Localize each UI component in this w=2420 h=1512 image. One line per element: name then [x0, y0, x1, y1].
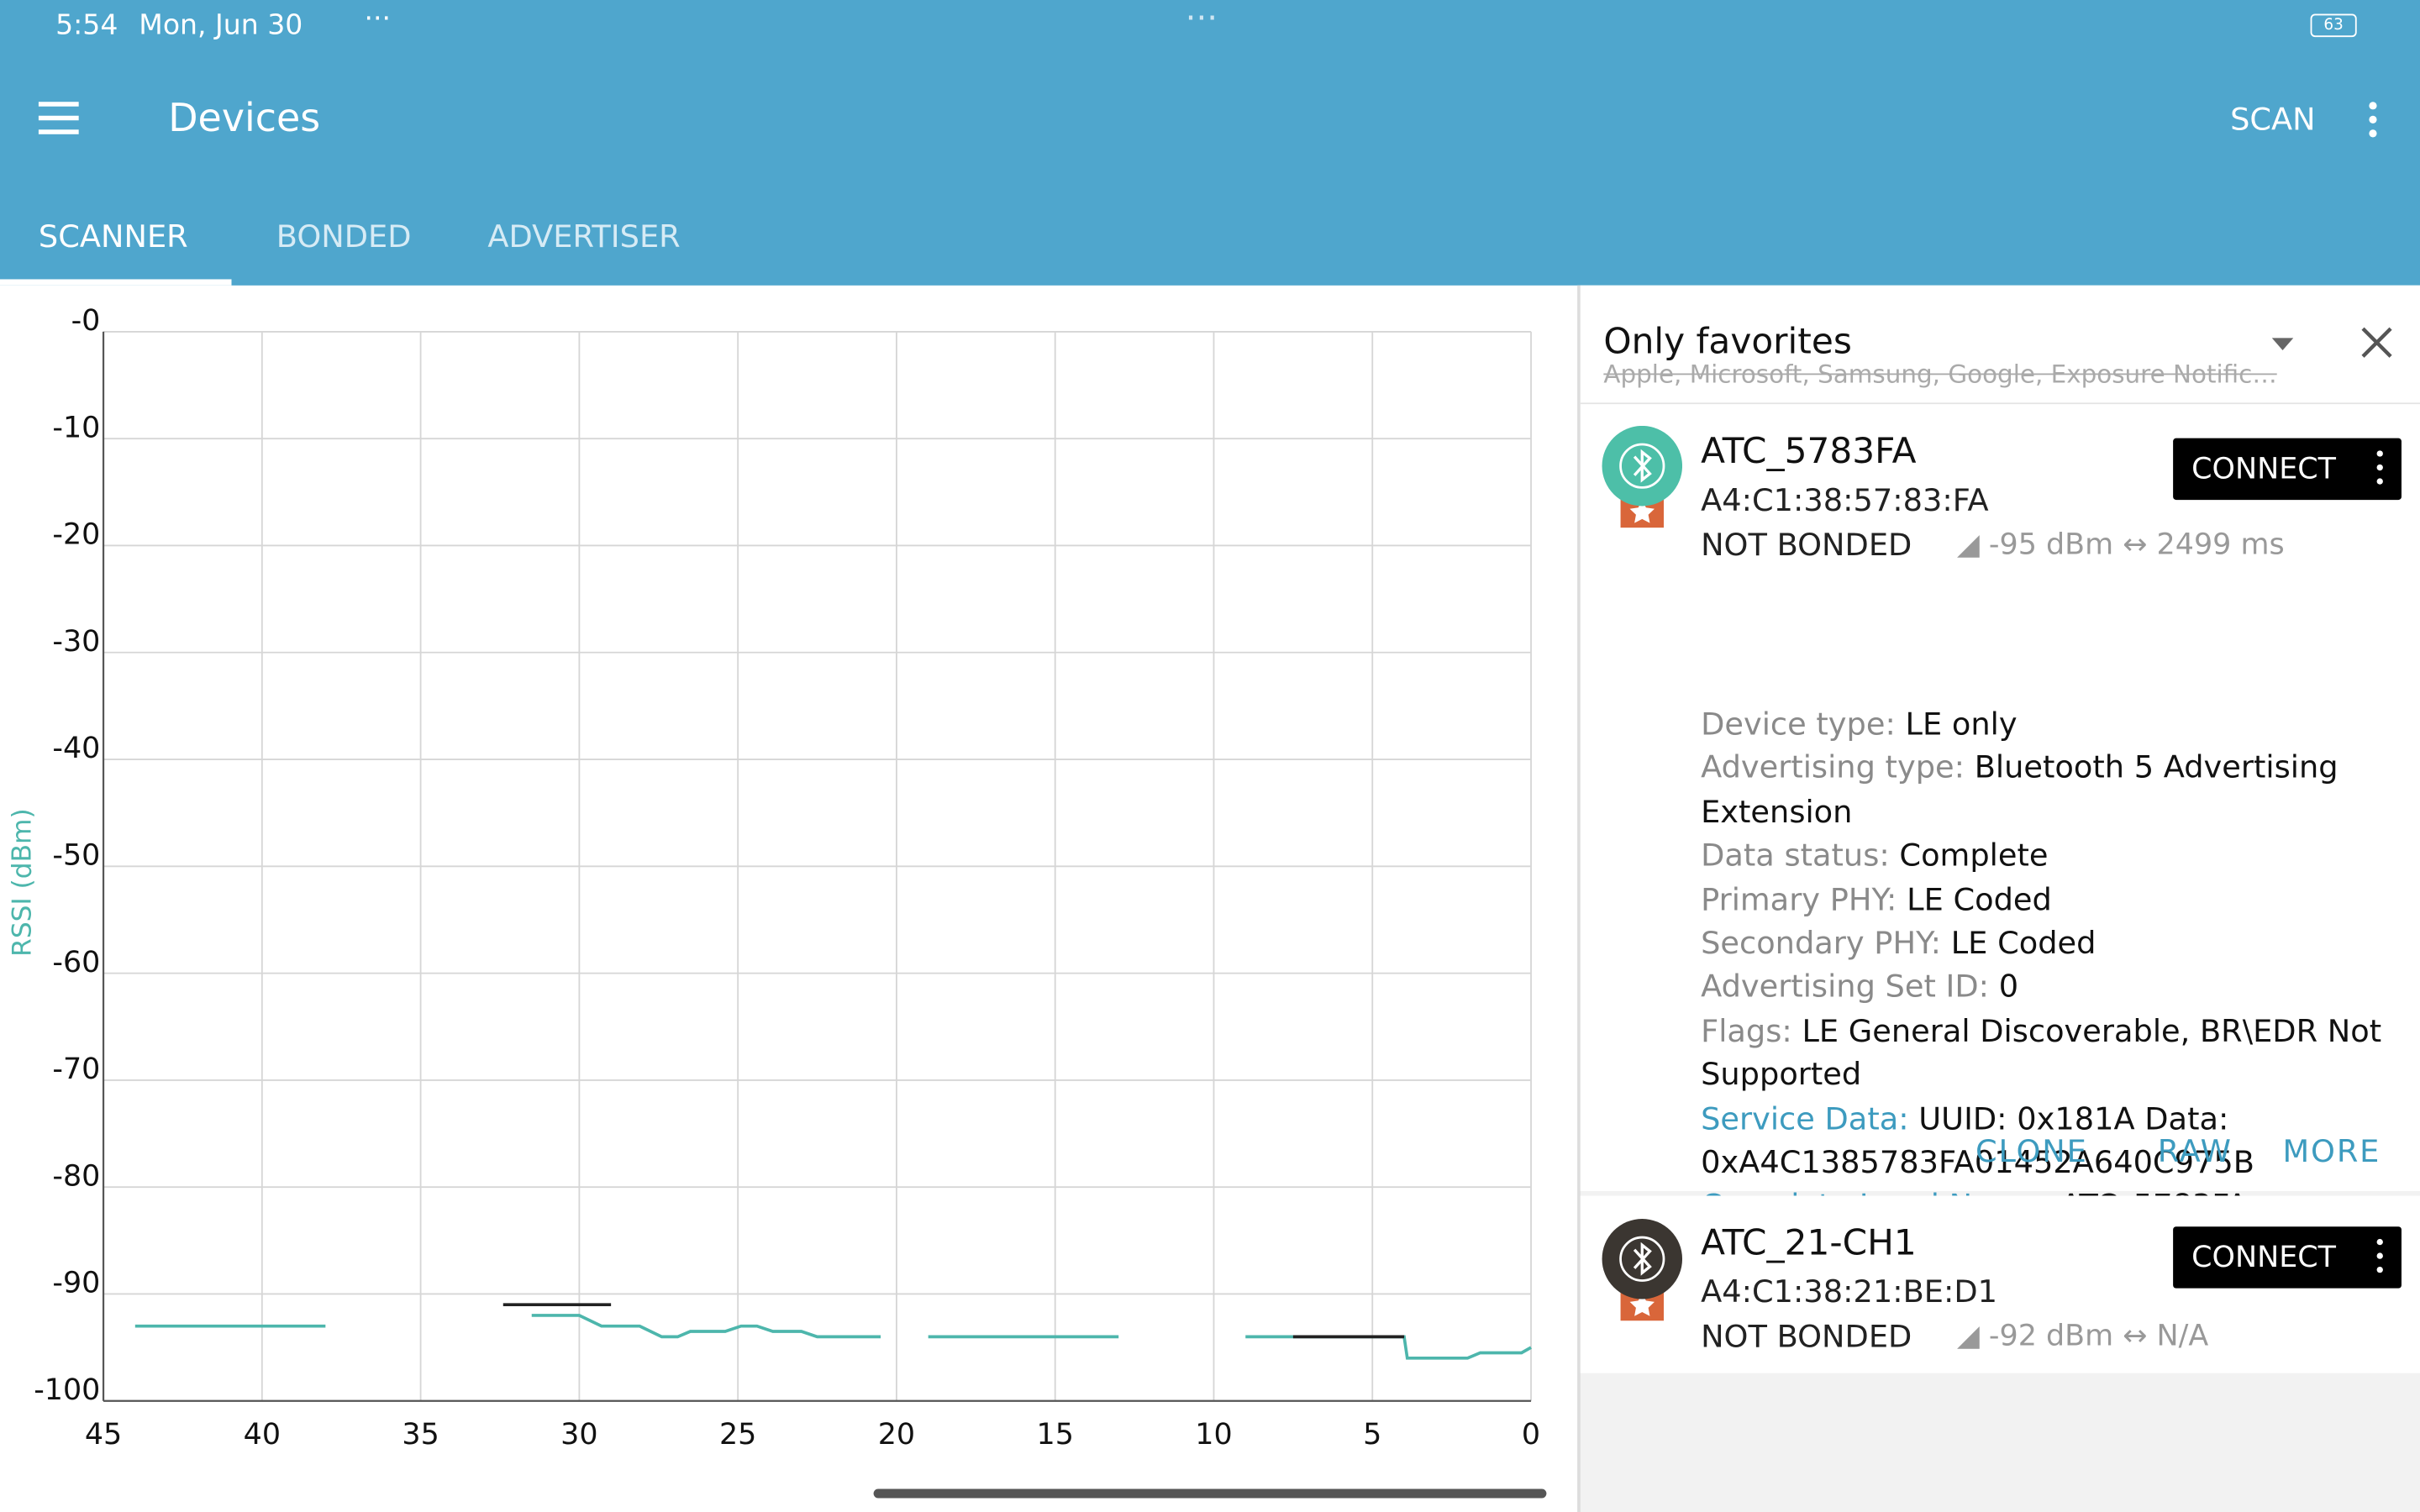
detail-row: Advertising Set ID: 0	[1701, 965, 2387, 1009]
x-tick-label: 40	[244, 1418, 281, 1452]
detail-row: Secondary PHY: LE Coded	[1701, 921, 2387, 965]
close-button[interactable]	[2361, 327, 2392, 358]
status-more: ···	[364, 3, 392, 36]
x-tick-label: 5	[1363, 1418, 1381, 1452]
connect-button[interactable]: CONNECT	[2173, 1226, 2402, 1289]
status-time: 5:54	[55, 9, 118, 42]
y-tick-label: -20	[52, 518, 100, 552]
rssi: -92 dBm	[1988, 1319, 2114, 1353]
detail-row: Data status: Complete	[1701, 833, 2387, 877]
x-tick-label: 10	[1195, 1418, 1232, 1452]
connect-button[interactable]: CONNECT	[2173, 438, 2402, 501]
detail-row: Primary PHY: LE Coded	[1701, 877, 2387, 921]
status-date: Mon, Jun 30	[139, 9, 303, 42]
detail-label: Primary PHY:	[1701, 880, 1897, 918]
signal: ◢ -95 dBm ↔ 2499 ms	[1956, 528, 2285, 562]
device-name: ATC_21-CH1	[1701, 1223, 1917, 1264]
x-tick-label: 25	[719, 1418, 756, 1452]
action-button[interactable]: MORE	[2282, 1132, 2381, 1170]
detail-row: Advertising type: Bluetooth 5 Advertisin…	[1701, 746, 2387, 833]
detail-value: Complete	[1899, 836, 2049, 874]
y-tick-label: -0	[71, 304, 101, 338]
device-icon	[1602, 1219, 1683, 1321]
y-axis-label: RSSI (dBm)	[8, 808, 38, 956]
y-tick-label: -60	[52, 946, 100, 979]
filter-bar[interactable]: Only favorites Apple, Microsoft, Samsung…	[1580, 285, 2420, 405]
y-tick-label: -100	[34, 1373, 100, 1407]
x-tick-label: 20	[878, 1418, 915, 1452]
device-name: ATC_5783FA	[1701, 432, 1917, 473]
x-tick-label: 30	[560, 1418, 597, 1452]
scan-button[interactable]: SCAN	[2230, 100, 2316, 138]
y-tick-label: -40	[52, 732, 100, 765]
interval: 2499 ms	[2156, 528, 2285, 562]
battery: 63	[2310, 13, 2357, 38]
x-tick-label: 15	[1037, 1418, 1074, 1452]
overflow-menu[interactable]	[2369, 102, 2377, 138]
y-tick-label: -10	[52, 411, 100, 444]
x-tick-label: 0	[1522, 1418, 1540, 1452]
filter-title: Only favorites	[1603, 322, 1852, 363]
detail-label: Data status:	[1701, 836, 1890, 874]
rssi-line	[134, 1314, 1532, 1360]
y-tick-label: -80	[52, 1159, 100, 1193]
device-icon	[1602, 425, 1683, 528]
detail-label: Flags:	[1701, 1011, 1792, 1049]
bond-state: NOT BONDED	[1701, 526, 1912, 564]
y-tick-label: -30	[52, 625, 100, 659]
device-card[interactable]: ATC_21-CH1 A4:C1:38:21:BE:D1 NOT BONDED …	[1580, 1195, 2420, 1373]
detail-value: LE only	[1905, 705, 2018, 743]
device-card[interactable]: ATC_5783FA A4:C1:38:57:83:FA NOT BONDED …	[1580, 404, 2420, 1224]
detail-row: Flags: LE General Discoverable, BR\EDR N…	[1701, 1009, 2387, 1096]
detail-value: LE Coded	[1950, 924, 2096, 962]
device-address: A4:C1:38:21:BE:D1	[1701, 1273, 1998, 1310]
detail-row: Device type: LE only	[1701, 702, 2387, 746]
app-title: Devices	[168, 95, 321, 141]
rssi: -95 dBm	[1988, 528, 2114, 562]
bond-state: NOT BONDED	[1701, 1317, 1912, 1355]
filter-excluded: Apple, Microsoft, Samsung, Google, Expos…	[1603, 359, 2277, 389]
device-panel: Only favorites Apple, Microsoft, Samsung…	[1577, 285, 2420, 1512]
rssi-chart: RSSI (dBm) -0 -10 -20 -30 -40 -50 -60 -70 -80 -90…	[8, 304, 1540, 1452]
detail-label: Advertising Set ID:	[1701, 968, 1990, 1005]
y-tick-label: -50	[52, 838, 100, 872]
detail-value: 0	[1998, 968, 2019, 1005]
tab[interactable]: SCANNER	[38, 217, 188, 255]
detail-label: Device type:	[1701, 705, 1896, 743]
tab[interactable]: ADVERTISER	[487, 217, 681, 255]
y-tick-label: -90	[52, 1267, 100, 1300]
interval: N/A	[2156, 1319, 2209, 1353]
device-address: A4:C1:38:57:83:FA	[1701, 481, 1989, 519]
detail-value: Bluetooth 5 Advertising Extension	[1701, 748, 2338, 830]
action-button[interactable]: RAW	[2157, 1132, 2233, 1170]
detail-row: Service Data: UUID: 0x181A Data: 0xA4C13…	[1701, 1096, 2387, 1184]
detail-label: Secondary PHY:	[1701, 924, 1942, 962]
multitask-dots: ···	[1185, 0, 1218, 39]
y-tick-label: -70	[52, 1053, 100, 1086]
app-bar: 5:54 Mon, Jun 30 ··· ··· 63 Devices SCAN…	[0, 0, 2420, 286]
action-button[interactable]: CLONE	[1975, 1132, 2088, 1170]
tab[interactable]: BONDED	[276, 217, 412, 255]
x-tick-label: 35	[402, 1418, 439, 1452]
connect-label: CONNECT	[2191, 452, 2336, 486]
detail-label: Service Data:	[1701, 1099, 1909, 1137]
detail-value: LE General Discoverable, BR\EDR Not Supp…	[1701, 1011, 2382, 1093]
x-tick-label: 45	[85, 1418, 122, 1452]
menu-button[interactable]	[38, 102, 79, 134]
detail-value: UUID: 0x181A Data: 0xA4C1385783FA01452A6…	[1701, 1099, 2254, 1181]
detail-label: Advertising type:	[1701, 748, 1965, 786]
dropdown-arrow	[2271, 338, 2294, 350]
detail-value: LE Coded	[1907, 880, 2052, 918]
connect-label: CONNECT	[2191, 1240, 2336, 1275]
rssi-line	[502, 1303, 1405, 1339]
home-indicator	[873, 1488, 1547, 1499]
tab-indicator	[0, 279, 232, 286]
signal: ◢ -92 dBm ↔ N/A	[1956, 1319, 2209, 1353]
